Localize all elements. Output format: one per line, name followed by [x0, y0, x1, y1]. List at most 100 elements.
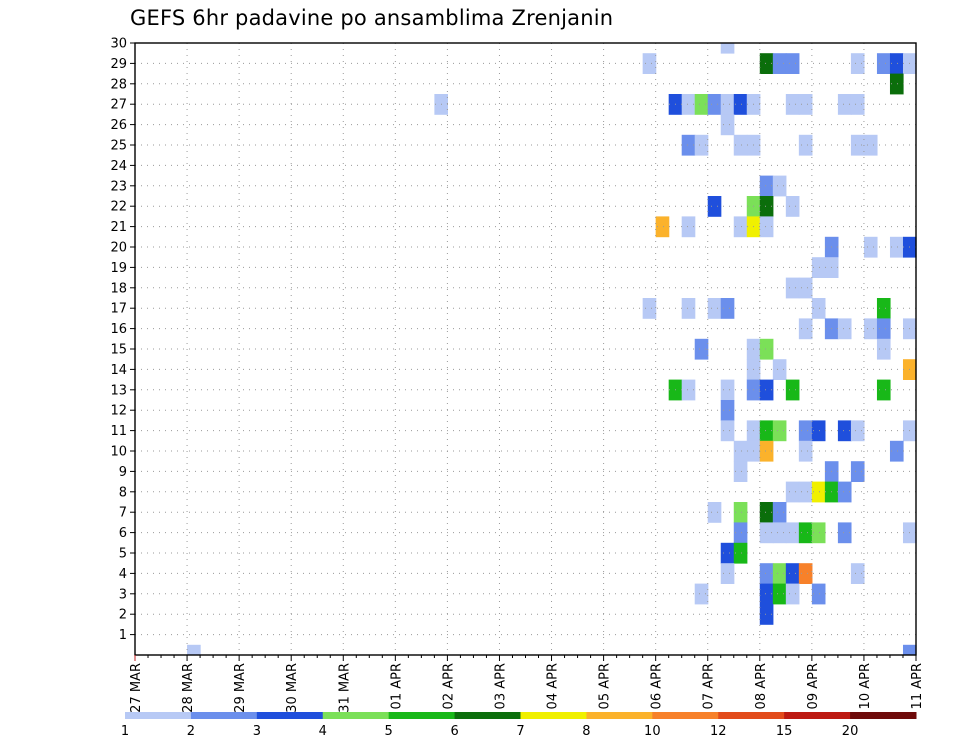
heatmap-cell: [837, 318, 852, 340]
colorbar-swatch: [586, 712, 653, 719]
heatmap-cell: [772, 175, 787, 197]
heatmap-cell: [707, 94, 722, 115]
x-tick-label: 28 MAR: [181, 663, 196, 713]
heatmap-cell: [759, 379, 774, 401]
heatmap-cell: [694, 338, 709, 360]
heatmap-cell: [772, 420, 787, 442]
heatmap-cell: [876, 379, 891, 401]
colorbar-label: 12: [710, 724, 727, 739]
colorbar-label: 5: [385, 724, 393, 739]
y-tick-label: 26: [110, 118, 127, 133]
x-tick-label: 03 APR: [493, 663, 508, 709]
heatmap-cell: [772, 359, 787, 380]
heatmap-cell: [759, 604, 774, 625]
heatmap-cell: [798, 481, 813, 503]
x-tick-label: 05 APR: [598, 663, 613, 709]
heatmap-cell: [850, 461, 865, 482]
heatmap-cell: [837, 522, 852, 544]
heatmap-cell: [798, 134, 813, 156]
heatmap-cell: [876, 298, 891, 319]
y-tick-label: 16: [110, 322, 127, 337]
heatmap-cell: [850, 53, 865, 74]
heatmap-cell: [889, 73, 904, 95]
heatmap-cell: [798, 522, 813, 544]
heatmap-cell: [187, 644, 201, 656]
y-tick-label: 24: [110, 159, 127, 174]
heatmap-cell: [772, 502, 787, 523]
heatmap-cell: [798, 318, 813, 340]
heatmap-cell: [863, 318, 878, 340]
heatmap-cell: [785, 522, 800, 544]
x-tick-label: 10 APR: [858, 663, 873, 709]
x-tick-label: 31 MAR: [337, 663, 352, 713]
y-tick-label: 29: [110, 57, 127, 72]
colorbar-swatch: [718, 712, 785, 719]
heatmap-cell: [785, 53, 800, 74]
heatmap-cell: [811, 298, 826, 319]
colorbar-swatch: [520, 712, 587, 719]
y-tick-label: 21: [110, 220, 127, 235]
heatmap-cell: [720, 43, 735, 54]
y-tick-label: 1: [119, 628, 127, 643]
x-tick-label: 09 APR: [806, 663, 821, 709]
heatmap-cell: [733, 502, 748, 523]
x-tick-label: 30 MAR: [285, 663, 300, 713]
y-tick-label: 4: [119, 567, 127, 582]
colorbar-swatch: [256, 712, 324, 719]
heatmap-cell: [707, 298, 722, 319]
heatmap-cell: [720, 114, 735, 136]
heatmap-cell: [759, 338, 774, 360]
colorbar-swatch: [388, 712, 456, 719]
heatmap-cell: [733, 440, 748, 462]
heatmap-cell: [850, 420, 865, 442]
colorbar-label: 1: [121, 724, 129, 739]
heatmap-cell: [759, 522, 774, 544]
heatmap-cell: [759, 53, 774, 74]
heatmap-cell: [876, 318, 891, 340]
heatmap-cell: [759, 440, 774, 462]
colorbar-swatch: [850, 712, 917, 719]
heatmap-cell: [642, 298, 657, 319]
heatmap-cell: [707, 196, 722, 217]
heatmap-cell: [772, 522, 787, 544]
colorbar-label: 3: [253, 724, 261, 739]
heatmap-cell: [811, 583, 826, 605]
y-tick-label: 20: [110, 241, 127, 256]
colorbar-swatch: [125, 712, 192, 719]
heatmap-cell: [733, 461, 748, 482]
heatmap-cell: [733, 216, 748, 238]
heatmap-cell: [798, 94, 813, 115]
heatmap-cell: [720, 94, 735, 115]
y-tick-label: 14: [110, 363, 127, 378]
y-tick-label: 6: [119, 526, 127, 541]
heatmap-cell: [694, 94, 709, 115]
y-tick-label: 22: [110, 200, 127, 215]
heatmap-cell: [759, 583, 774, 605]
colorbar-label: 15: [776, 724, 793, 739]
y-tick-label: 5: [119, 547, 127, 562]
y-tick-label: 28: [110, 77, 127, 92]
heatmap-cell: [759, 196, 774, 217]
colorbar-label: 6: [450, 724, 458, 739]
heatmap-cell: [850, 94, 865, 115]
x-tick-label: 29 MAR: [233, 663, 248, 713]
heatmap-cell: [759, 420, 774, 442]
heatmap-cell: [837, 94, 852, 115]
colorbar-swatch: [454, 712, 521, 719]
heatmap-cell: [785, 563, 800, 584]
data-cells: [187, 43, 917, 656]
heatmap-cell: [681, 134, 696, 156]
heatmap-cell: [876, 338, 891, 360]
x-tick-label: 07 APR: [702, 663, 717, 709]
heatmap-cell: [759, 175, 774, 197]
x-tick-label: 08 APR: [754, 663, 769, 709]
x-tick-label: 04 APR: [546, 663, 561, 709]
heatmap-cell: [863, 236, 878, 258]
y-tick-label: 2: [119, 608, 127, 623]
heatmap-cell: [759, 563, 774, 584]
y-tick-label: 7: [119, 506, 127, 521]
heatmap-cell: [811, 420, 826, 442]
heatmap-cell: [733, 94, 748, 115]
heatmap-cell: [837, 481, 852, 503]
